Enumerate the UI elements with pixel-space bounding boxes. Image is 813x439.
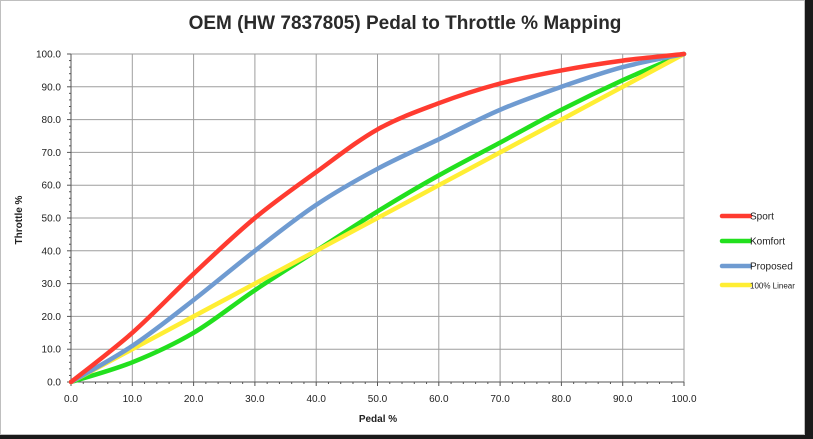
y-tick-label: 30.0 [42, 279, 62, 290]
x-tick-label: 80.0 [552, 394, 572, 405]
y-tick-label: 0.0 [47, 378, 61, 389]
x-tick-label: 10.0 [123, 394, 143, 405]
x-tick-label: 100.0 [671, 394, 696, 405]
legend: Sport Komfort Proposed 100% Linear [719, 212, 795, 291]
x-tick-label: 0.0 [64, 394, 78, 405]
y-tick-label: 70.0 [42, 148, 62, 159]
axes [67, 53, 685, 386]
window-edge-bottom [0, 435, 813, 439]
x-tick-label: 30.0 [245, 394, 265, 405]
legend-label-sport: Sport [750, 212, 774, 223]
y-tick-label: 100.0 [36, 50, 61, 61]
x-tick-label: 20.0 [184, 394, 204, 405]
y-tick-label: 50.0 [42, 214, 62, 225]
series-line-sport [68, 51, 687, 385]
y-tick-label: 90.0 [42, 82, 62, 93]
x-tick-label: 50.0 [368, 394, 388, 405]
tick-labels: 0.0 10.0 20.0 30.0 40.0 50.0 60.0 70.0 80.0 90.0 1… [36, 50, 697, 406]
series-lines [68, 51, 687, 385]
y-axis-title: Throttle % [14, 195, 25, 244]
x-tick-label: 70.0 [490, 394, 510, 405]
series-line-100-linear [68, 51, 687, 385]
window-edge-right [805, 0, 813, 439]
x-axis-title: Pedal % [359, 414, 397, 425]
y-tick-label: 20.0 [42, 312, 62, 323]
x-tick-label: 90.0 [613, 394, 633, 405]
legend-label-proposed: Proposed [750, 262, 793, 273]
legend-label-100-linear: 100% Linear [750, 282, 795, 291]
chart-title: OEM (HW 7837805) Pedal to Throttle % Map… [189, 13, 622, 34]
y-tick-label: 80.0 [42, 115, 62, 126]
y-tick-label: 40.0 [42, 246, 62, 257]
x-tick-label: 60.0 [429, 394, 449, 405]
series-line-proposed [68, 51, 687, 385]
x-tick-label: 40.0 [306, 394, 326, 405]
legend-label-komfort: Komfort [750, 237, 785, 248]
y-tick-label: 10.0 [42, 345, 62, 356]
series-line-komfort [68, 51, 687, 385]
grid [71, 53, 685, 382]
y-tick-label: 60.0 [42, 181, 62, 192]
